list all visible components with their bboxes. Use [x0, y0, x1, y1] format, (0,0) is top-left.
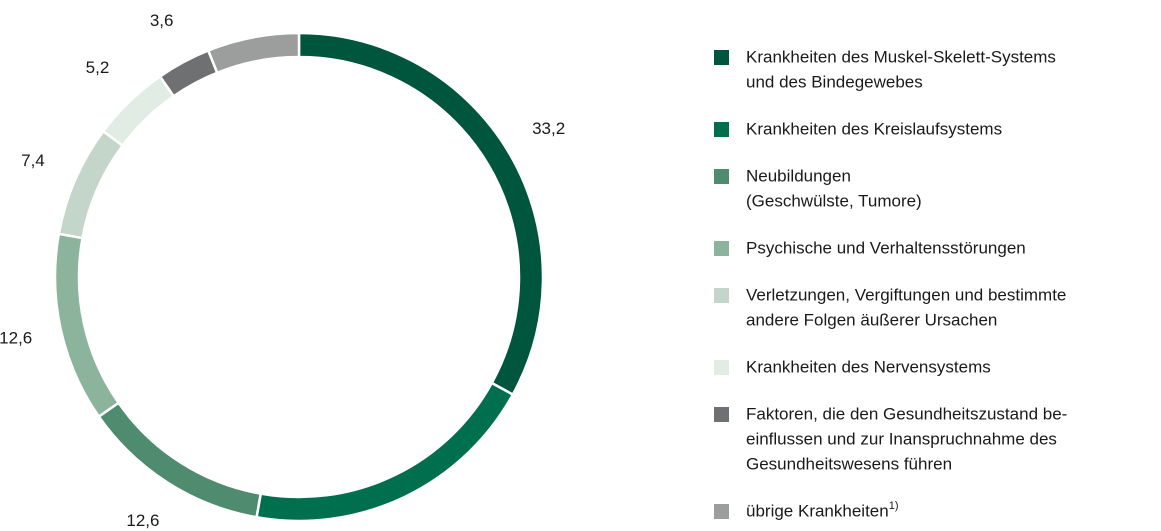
donut-segment: [53, 232, 121, 419]
data-label: 33,2: [532, 119, 565, 138]
legend-swatch: [714, 50, 729, 65]
data-label: 12,6: [0, 328, 32, 347]
data-label: 5,2: [86, 58, 110, 77]
legend-label: einflussen und zur Inanspruchnahme des: [746, 429, 1057, 448]
donut-segment: [255, 381, 515, 523]
donut-segment: [97, 401, 263, 519]
data-label: 19,9: [408, 528, 441, 531]
legend-label: und des Bindegewebes: [746, 72, 923, 91]
data-label: 7,4: [21, 151, 45, 170]
donut-segment: [297, 31, 545, 397]
footnote-mark: 1): [889, 500, 899, 512]
donut-segment: [101, 74, 176, 148]
donut-segment: [57, 129, 125, 240]
data-label: 3,6: [150, 11, 174, 30]
legend-label: Faktoren, die den Gesundheitszustand be-: [746, 404, 1067, 423]
donut-segment: [158, 48, 219, 98]
legend-swatch: [714, 288, 729, 303]
legend-swatch: [714, 360, 729, 375]
legend-label: Verletzungen, Vergiftungen und bestimmte: [746, 285, 1066, 304]
legend-swatch: [714, 241, 729, 256]
legend-swatch: [714, 169, 729, 184]
legend-swatch: [714, 122, 729, 137]
legend-label: Psychische und Verhaltensstörungen: [746, 238, 1026, 257]
legend-label: Neubildungen: [746, 166, 851, 185]
donut-segment: [206, 31, 301, 75]
legend-label: Gesundheitswesens führen: [746, 454, 952, 473]
legend-label: (Geschwülste, Tumore): [746, 191, 922, 210]
legend-label: Krankheiten des Kreislaufsystems: [746, 119, 1002, 138]
legend-label: Krankheiten des Muskel-Skelett-Systems: [746, 47, 1056, 66]
legend-label: andere Folgen äußerer Ursachen: [746, 310, 997, 329]
legend-label: übrige Krankheiten1): [746, 500, 899, 521]
legend-swatch: [714, 504, 729, 519]
legend-swatch: [714, 407, 729, 422]
data-label: 6,1: [232, 0, 256, 1]
data-label: 12,6: [126, 511, 159, 530]
legend-label: Krankheiten des Nervensystems: [746, 357, 991, 376]
